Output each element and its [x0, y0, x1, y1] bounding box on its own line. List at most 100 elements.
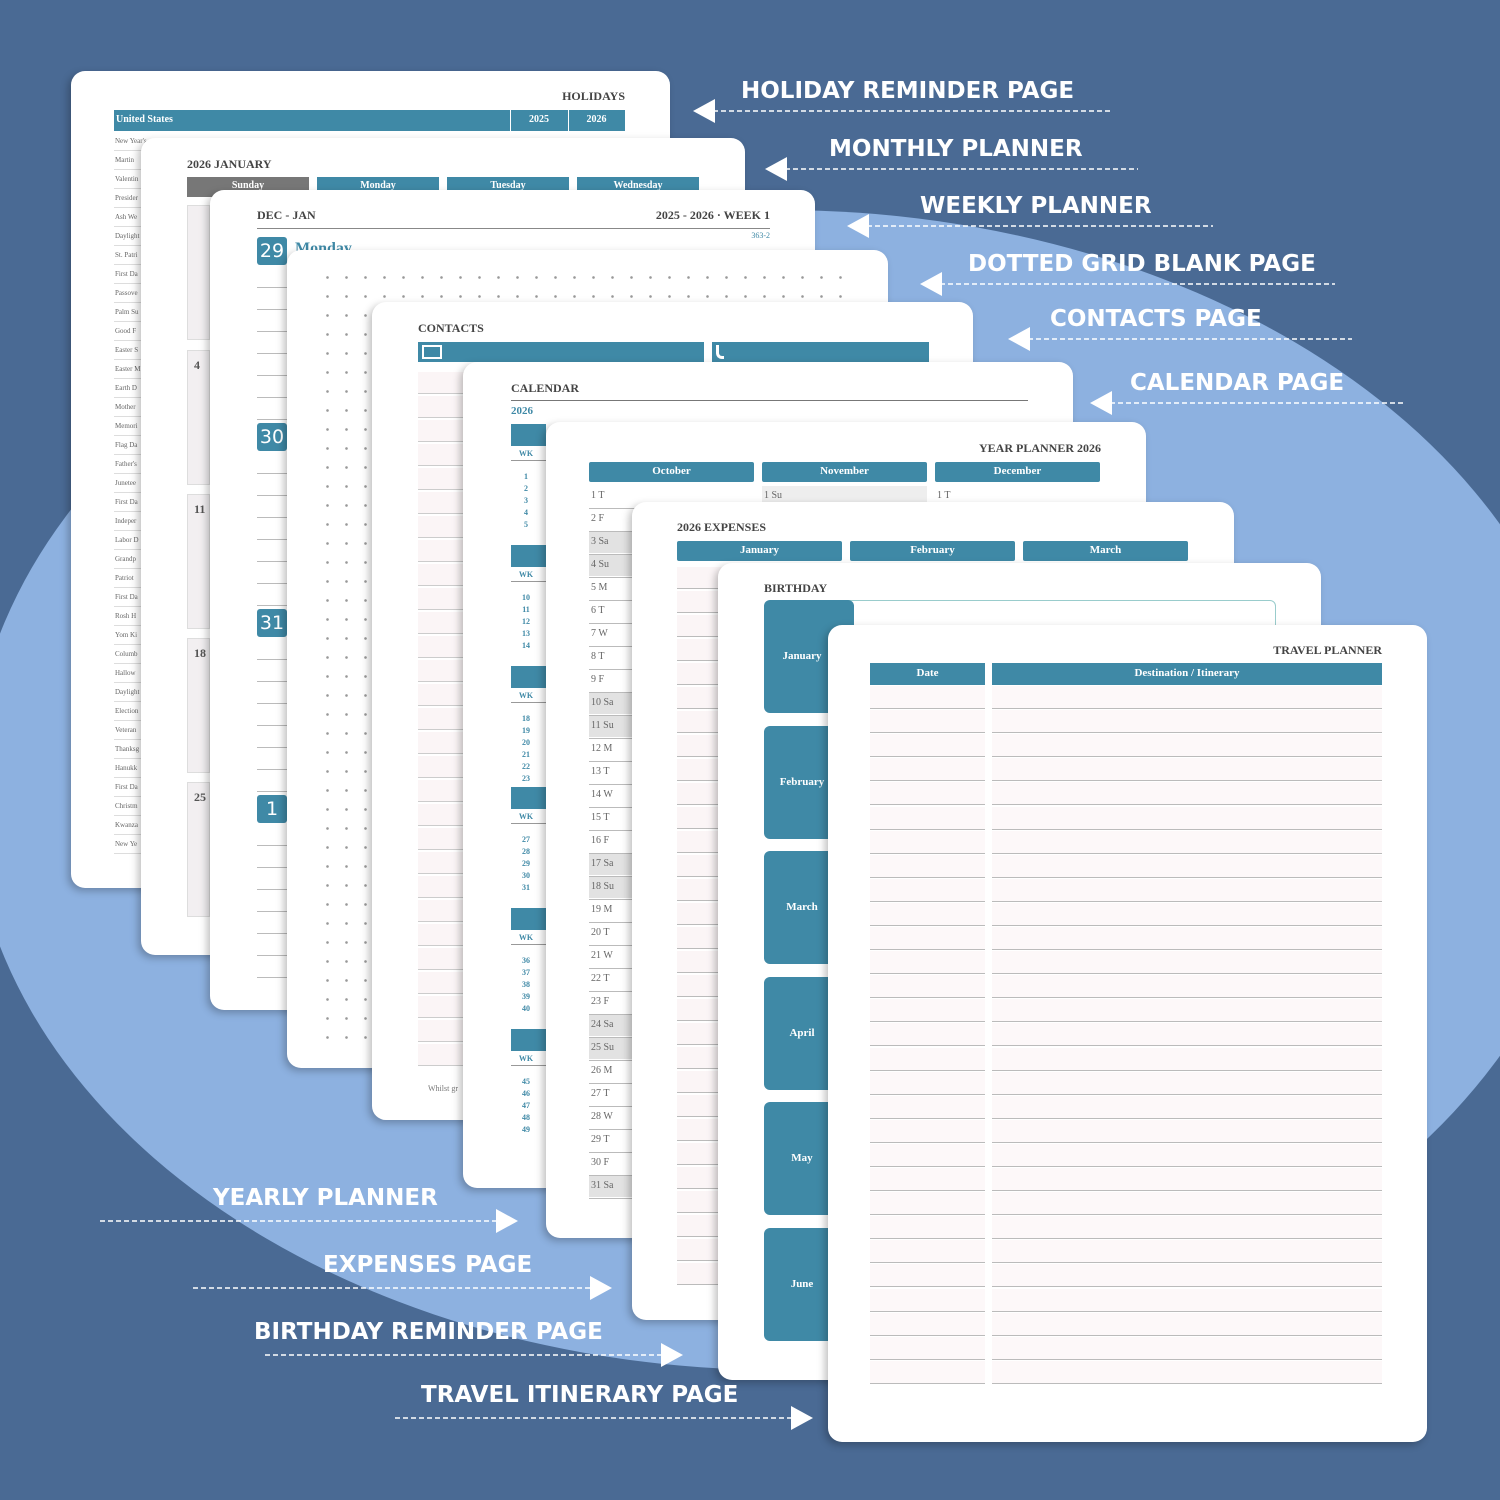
- date-number: 18: [194, 646, 206, 660]
- year: 2025: [529, 114, 549, 125]
- day-name: Sunday: [231, 180, 265, 191]
- rule-line: [257, 539, 287, 540]
- week-number: 21: [522, 750, 530, 759]
- date-number: 29: [259, 240, 285, 262]
- date-badge: [257, 609, 287, 637]
- date-number: 1: [265, 798, 279, 820]
- holiday-name: Presider: [115, 194, 138, 202]
- holiday-name: Rosh H: [115, 612, 137, 620]
- travel-row: [870, 1336, 985, 1360]
- travel-row: [870, 1119, 985, 1143]
- date-number: 30: [259, 426, 285, 448]
- rule-line: [257, 228, 770, 229]
- day-label: 6 T: [591, 605, 605, 616]
- holiday-name: Election: [115, 707, 139, 715]
- rule-line: [257, 725, 287, 726]
- travel-row: [992, 710, 1382, 734]
- month-name: February: [910, 544, 955, 556]
- day-cell: [589, 532, 632, 553]
- holiday-name: First Da: [115, 270, 138, 278]
- callout-label: YEARLY PLANNER: [212, 1185, 438, 1211]
- travel-row: [870, 782, 985, 806]
- holiday-name: First Da: [115, 498, 138, 506]
- day-name: Wednesday: [613, 180, 663, 191]
- travel-row: [992, 830, 1382, 854]
- travel-row: [870, 1264, 985, 1288]
- holiday-name: Daylight: [115, 232, 140, 240]
- phone-icon: [716, 345, 724, 359]
- day-label: 8 T: [591, 651, 605, 662]
- day-cell: [589, 1153, 632, 1174]
- page-title: YEAR PLANNER 2026: [978, 441, 1101, 455]
- holiday-name: Good F: [115, 327, 137, 335]
- travel-row: [992, 1119, 1382, 1143]
- callout-label: EXPENSES PAGE: [323, 1252, 532, 1278]
- divider: [568, 110, 569, 131]
- week-number: 20: [522, 738, 530, 747]
- travel-row: [992, 1360, 1382, 1384]
- callout-label: TRAVEL ITINERARY PAGE: [421, 1382, 738, 1408]
- date-cell: [187, 494, 210, 629]
- travel-row: [870, 1143, 985, 1167]
- holiday-name: Easter S: [115, 346, 139, 354]
- day-cell: [589, 785, 632, 806]
- week-number: 11: [522, 605, 530, 614]
- travel-row: [870, 975, 985, 999]
- week-number: 14: [522, 641, 530, 650]
- rule-line: [257, 681, 287, 682]
- rule-line: [257, 747, 287, 748]
- travel-row: [992, 1192, 1382, 1216]
- day-cell: [589, 854, 632, 875]
- rule-line: [257, 955, 287, 956]
- rule-line: [511, 823, 546, 824]
- date-number: 25: [194, 790, 206, 804]
- travel-row: [992, 1143, 1382, 1167]
- travel-row: [870, 758, 985, 782]
- rule-line: [257, 397, 287, 398]
- rule-line: [257, 309, 287, 310]
- month-name: March: [786, 901, 818, 913]
- day-cell: [589, 877, 632, 898]
- holiday-name: Kwanza: [115, 821, 138, 829]
- travel-row: [870, 951, 985, 975]
- rule-line: [511, 702, 546, 703]
- month-name: February: [779, 775, 825, 788]
- day-label: 10 Sa: [591, 697, 614, 708]
- day-label: 31 Sa: [591, 1180, 614, 1191]
- month-name: June: [790, 1277, 814, 1290]
- day-cell: [589, 1038, 632, 1059]
- arrow-head: [791, 1406, 813, 1430]
- travel-row: [870, 927, 985, 950]
- day-cell: [589, 946, 632, 967]
- month-header: [677, 541, 842, 561]
- arrow-head: [693, 99, 715, 123]
- week-number: 13: [522, 629, 530, 638]
- phone-bar: [712, 342, 929, 362]
- month-name: December: [993, 465, 1042, 477]
- date-number: 31: [259, 612, 285, 634]
- week-number: 28: [522, 847, 530, 856]
- travel-row: [992, 806, 1382, 830]
- day-label: 19 M: [591, 904, 613, 915]
- holiday-name: Columb: [115, 650, 138, 658]
- week-number: 3: [524, 496, 528, 505]
- travel-row: [992, 951, 1382, 975]
- page-title: HOLIDAYS: [562, 89, 625, 103]
- month-name: November: [820, 465, 869, 477]
- day-label: 26 M: [591, 1065, 613, 1076]
- month-bar: [511, 424, 546, 446]
- month-name: January: [739, 544, 780, 556]
- country: United States: [116, 114, 173, 125]
- holiday-name: Labor D: [115, 536, 139, 544]
- wk-label: WK: [518, 691, 534, 700]
- day-cell: [589, 578, 632, 599]
- arrow-head: [661, 1343, 683, 1367]
- email-icon: [422, 345, 442, 359]
- arrow-head: [920, 272, 942, 296]
- wk-label: WK: [518, 1054, 534, 1063]
- rule-line: [257, 703, 287, 704]
- holiday-name: Hanukk: [115, 764, 138, 772]
- holiday-name: Thanksg: [115, 745, 140, 753]
- holiday-name: Veteran: [115, 726, 137, 734]
